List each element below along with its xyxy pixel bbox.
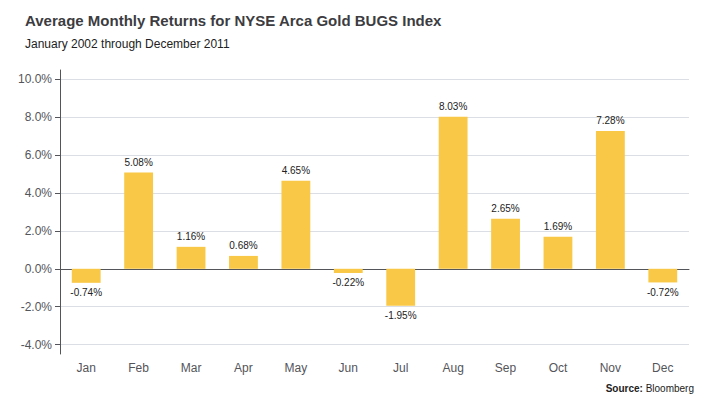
svg-text:Jun: Jun	[339, 361, 358, 375]
svg-text:-1.95%: -1.95%	[385, 310, 417, 321]
svg-text:0.68%: 0.68%	[229, 240, 257, 251]
svg-text:Nov: Nov	[600, 361, 621, 375]
svg-text:Mar: Mar	[181, 361, 202, 375]
svg-text:Dec: Dec	[652, 361, 673, 375]
svg-text:Oct: Oct	[549, 361, 568, 375]
svg-text:Source:: Source:	[606, 383, 643, 394]
svg-text:-0.72%: -0.72%	[647, 287, 679, 298]
svg-text:2.65%: 2.65%	[491, 203, 519, 214]
svg-text:Sep: Sep	[495, 361, 517, 375]
svg-text:5.08%: 5.08%	[124, 157, 152, 168]
svg-text:0.0%: 0.0%	[25, 262, 53, 276]
svg-text:Jan: Jan	[77, 361, 96, 375]
svg-text:4.0%: 4.0%	[25, 186, 53, 200]
svg-text:Jul: Jul	[393, 361, 408, 375]
svg-text:Aug: Aug	[442, 361, 463, 375]
svg-text:May: May	[285, 361, 308, 375]
svg-text:Average Monthly Returns for NY: Average Monthly Returns for NYSE Arca Go…	[25, 12, 442, 29]
svg-text:-2.0%: -2.0%	[21, 300, 53, 314]
svg-text:Apr: Apr	[234, 361, 253, 375]
svg-text:-0.74%: -0.74%	[70, 287, 102, 298]
svg-text:4.65%: 4.65%	[282, 165, 310, 176]
svg-text:10.0%: 10.0%	[18, 72, 52, 86]
svg-text:7.28%: 7.28%	[596, 115, 624, 126]
svg-text:Feb: Feb	[128, 361, 149, 375]
svg-text:-0.22%: -0.22%	[332, 277, 364, 288]
svg-text:1.16%: 1.16%	[177, 231, 205, 242]
svg-text:January 2002 through December: January 2002 through December 2011	[25, 37, 230, 51]
svg-text:6.0%: 6.0%	[25, 148, 53, 162]
svg-text:Bloomberg: Bloomberg	[646, 383, 694, 394]
svg-text:8.03%: 8.03%	[439, 101, 467, 112]
svg-text:2.0%: 2.0%	[25, 224, 53, 238]
svg-text:-4.0%: -4.0%	[21, 338, 53, 352]
svg-text:1.69%: 1.69%	[544, 221, 572, 232]
svg-text:8.0%: 8.0%	[25, 110, 53, 124]
